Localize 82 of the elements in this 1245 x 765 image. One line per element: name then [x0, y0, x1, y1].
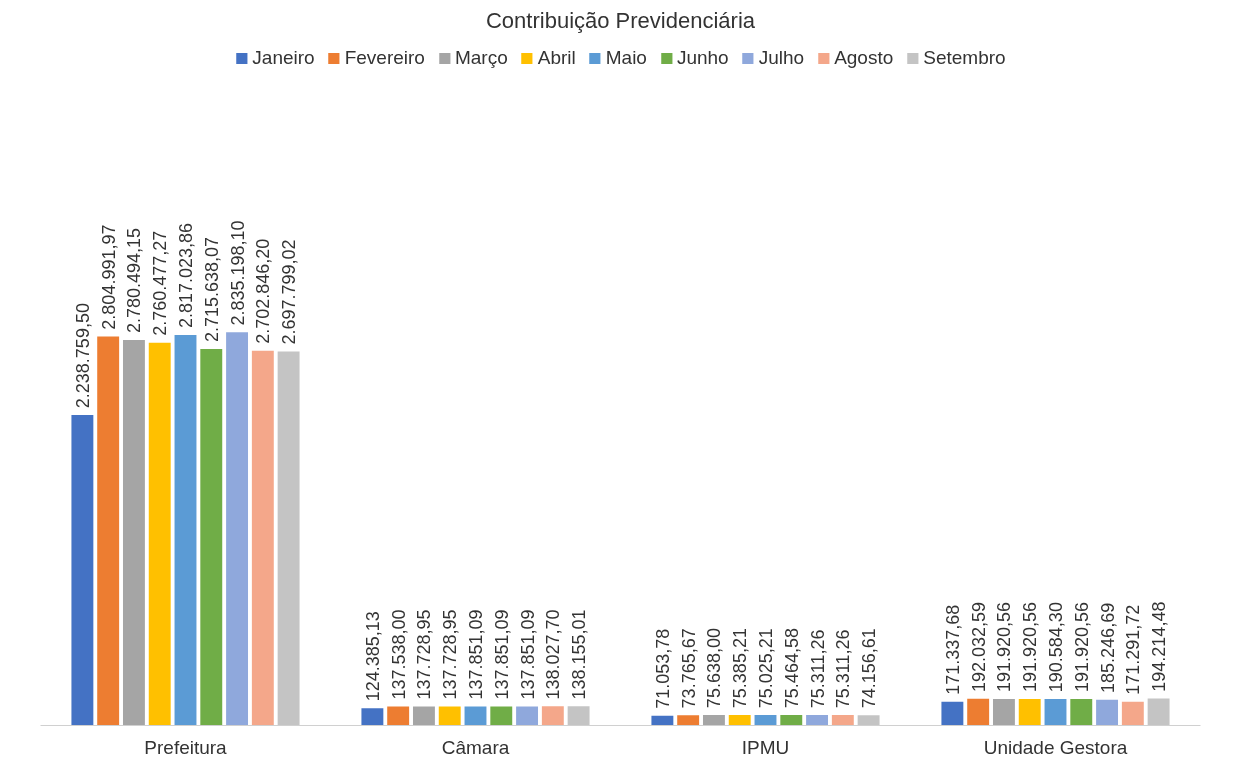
data-label: 75.464,58 — [781, 628, 802, 709]
data-label: 137.728,95 — [440, 609, 461, 700]
data-label: 71.053,78 — [652, 628, 673, 709]
data-label: 75.025,21 — [756, 628, 776, 709]
bar — [464, 706, 487, 726]
bar — [226, 332, 249, 726]
data-label: 191.920,56 — [1020, 601, 1041, 693]
data-label: 2.835.198,10 — [227, 220, 248, 326]
data-label: 171.291,72 — [1123, 604, 1144, 695]
bar — [1044, 699, 1067, 726]
data-label: 171.337,68 — [942, 604, 963, 695]
data-label: 191.920,56 — [994, 601, 1015, 693]
bar — [677, 715, 700, 726]
data-label: 138.155,01 — [569, 609, 590, 700]
legend-label: Fevereiro — [344, 47, 425, 69]
bar — [754, 715, 777, 726]
bar — [780, 715, 803, 726]
data-label: 137.851,09 — [491, 609, 512, 700]
legend-label: Março — [454, 47, 508, 69]
bar — [412, 706, 435, 726]
data-label: 2.715.638,07 — [201, 236, 222, 343]
data-label: 137.538,00 — [388, 609, 409, 700]
legend-label: Abril — [537, 47, 576, 69]
data-label: 138.027,70 — [543, 609, 564, 700]
data-label: 2.804.991,97 — [98, 224, 119, 330]
bar — [992, 698, 1015, 726]
data-label: 75.311,26 — [833, 629, 854, 709]
legend-label: Janeiro — [252, 47, 315, 69]
data-label: 137.851,09 — [466, 609, 486, 700]
bar — [541, 706, 564, 726]
bar — [941, 701, 964, 726]
x-tick-label: IPMU — [741, 736, 790, 758]
legend-label: Agosto — [834, 47, 894, 69]
data-label: 124.385,13 — [362, 611, 383, 702]
data-label: 2.702.846,20 — [253, 238, 274, 344]
data-label: 2.760.477,27 — [150, 230, 171, 336]
bar — [122, 339, 145, 726]
bar — [516, 706, 539, 726]
bar — [97, 336, 120, 726]
data-label: 191.920,56 — [1071, 601, 1092, 693]
data-label: 137.851,09 — [517, 609, 538, 700]
data-label: 137.728,95 — [414, 609, 435, 700]
data-label: 73.765,67 — [678, 628, 699, 709]
data-label: 2.780.494,15 — [124, 227, 145, 334]
bar — [651, 715, 674, 726]
data-label: 75.311,26 — [807, 629, 828, 709]
data-label: 2.697.799,02 — [279, 239, 300, 345]
bar — [200, 348, 223, 726]
data-label: 2.817.023,86 — [176, 222, 196, 328]
bar — [251, 350, 274, 726]
bar — [1121, 701, 1144, 726]
bar — [361, 708, 384, 726]
bar — [174, 334, 197, 726]
bar — [490, 706, 513, 726]
bar — [71, 415, 94, 726]
chart-title: Contribuição Previdenciária — [485, 7, 756, 33]
legend-label: Junho — [676, 47, 729, 69]
bar — [806, 715, 829, 726]
data-label: 2.238.759,50 — [72, 303, 93, 409]
data-label: 74.156,61 — [859, 628, 880, 709]
bar — [148, 342, 171, 726]
x-tick-label: Câmara — [441, 736, 510, 758]
bar — [702, 715, 725, 726]
data-label: 194.214,48 — [1149, 601, 1170, 692]
legend-label: Setembro — [923, 47, 1006, 69]
bar — [831, 715, 854, 726]
data-label: 75.638,00 — [704, 628, 725, 709]
legend-label: Julho — [758, 47, 805, 69]
bar — [967, 698, 990, 726]
legend-label: Maio — [605, 47, 647, 69]
bar — [1070, 698, 1093, 726]
data-label: 185.246,69 — [1097, 602, 1118, 693]
bar — [1096, 699, 1119, 726]
bar — [728, 715, 751, 726]
bar — [1018, 698, 1041, 726]
bar — [438, 706, 461, 726]
x-tick-label: Prefeitura — [144, 736, 228, 758]
data-label: 75.385,21 — [730, 628, 751, 709]
data-label: 190.584,30 — [1046, 602, 1066, 693]
bar — [387, 706, 410, 726]
data-label: 192.032,59 — [968, 601, 989, 692]
x-tick-label: Unidade Gestora — [983, 736, 1128, 758]
